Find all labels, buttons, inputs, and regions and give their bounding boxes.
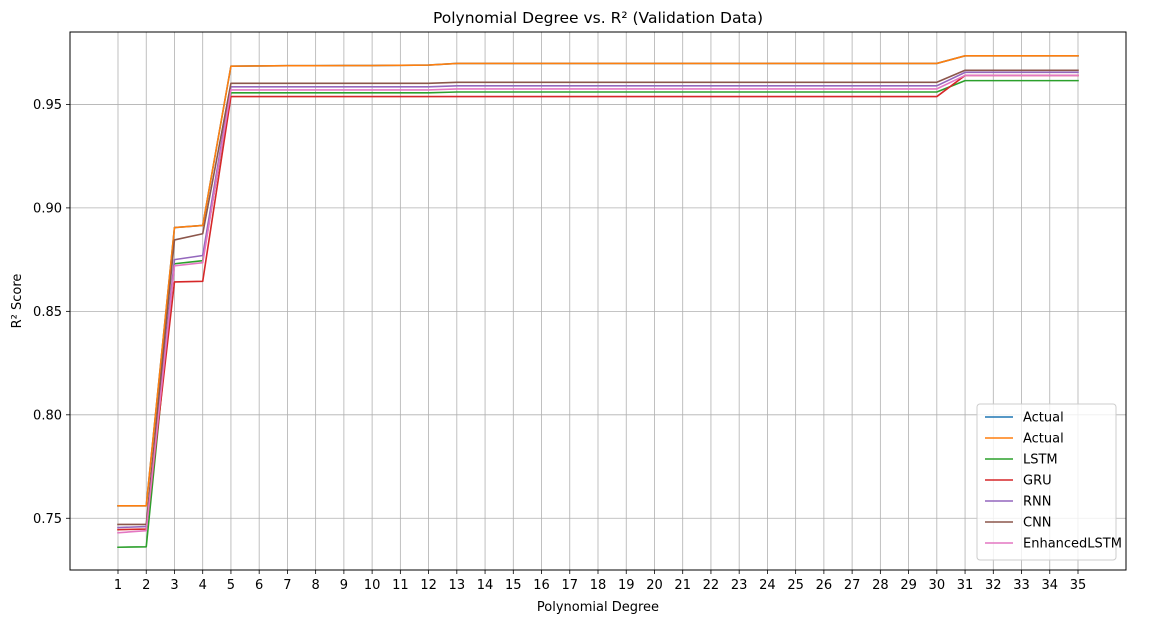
legend-label: GRU — [1023, 474, 1052, 489]
x-tick-label: 20 — [646, 578, 663, 593]
series-lines — [117, 54, 1079, 549]
legend-label: LSTM — [1023, 453, 1058, 468]
x-tick-label: 21 — [674, 578, 691, 593]
x-tick-label: 35 — [1070, 578, 1087, 593]
legend-items: Actual Actual LSTM GRU RNN CNN EnhancedLSTM — [985, 411, 1122, 552]
x-tick-label: 4 — [199, 578, 207, 593]
x-tick-label: 11 — [392, 578, 409, 593]
x-tick-label: 27 — [844, 578, 861, 593]
series-line-cnn-5 — [117, 69, 1079, 526]
y-tick-label: 0.90 — [33, 201, 62, 216]
series-line-actual-1 — [117, 54, 1079, 507]
x-tick-label: 16 — [533, 578, 550, 593]
x-tick-label: 6 — [255, 578, 263, 593]
x-tick-label: 23 — [731, 578, 748, 593]
x-tick-label: 24 — [759, 578, 776, 593]
series-line-gru-3 — [117, 74, 1079, 531]
grid-lines — [70, 32, 1126, 570]
x-tick-label: 7 — [283, 578, 291, 593]
legend-label: RNN — [1023, 495, 1051, 510]
x-tick-label: 10 — [364, 578, 381, 593]
x-axis-ticks: 1 2 3 4 5 6 7 8 9 10 11 12 13 14 15 16 17 18 19 20 21 22 23 24 2… — [114, 570, 1086, 593]
x-tick-label: 17 — [561, 578, 578, 593]
x-tick-label: 18 — [590, 578, 607, 593]
x-tick-label: 15 — [505, 578, 522, 593]
x-tick-label: 32 — [985, 578, 1002, 593]
y-tick-label: 0.75 — [33, 512, 62, 527]
series-line-enhancedlstm-6 — [117, 74, 1079, 534]
y-axis-label: R² Score — [10, 274, 25, 329]
x-axis-label: Polynomial Degree — [537, 600, 659, 615]
legend: Actual Actual LSTM GRU RNN CNN EnhancedLSTM — [976, 403, 1122, 561]
x-tick-label: 33 — [1013, 578, 1030, 593]
x-tick-label: 3 — [170, 578, 178, 593]
legend-label: CNN — [1023, 516, 1052, 531]
x-tick-label: 31 — [957, 578, 974, 593]
legend-label: Actual — [1023, 411, 1064, 426]
x-tick-label: 2 — [142, 578, 150, 593]
x-tick-label: 25 — [787, 578, 804, 593]
x-tick-label: 13 — [449, 578, 466, 593]
legend-label: EnhancedLSTM — [1023, 537, 1122, 552]
x-tick-label: 14 — [477, 578, 494, 593]
x-tick-label: 28 — [872, 578, 889, 593]
x-tick-label: 34 — [1041, 578, 1058, 593]
legend-label: Actual — [1023, 432, 1064, 447]
y-tick-label: 0.85 — [33, 305, 62, 320]
x-tick-label: 29 — [900, 578, 917, 593]
x-tick-label: 26 — [816, 578, 833, 593]
x-tick-label: 1 — [114, 578, 122, 593]
y-axis-ticks: 0.75 0.80 0.85 0.90 0.95 — [33, 98, 70, 527]
series-line-rnn-4 — [117, 71, 1079, 529]
chart-title: Polynomial Degree vs. R² (Validation Dat… — [433, 9, 763, 27]
y-tick-label: 0.95 — [33, 98, 62, 113]
legend-box — [976, 403, 1117, 561]
series-line-lstm-2 — [117, 79, 1079, 549]
x-tick-label: 5 — [227, 578, 235, 593]
x-tick-label: 19 — [618, 578, 635, 593]
x-tick-label: 22 — [703, 578, 720, 593]
x-tick-label: 9 — [340, 578, 348, 593]
x-tick-label: 8 — [312, 578, 320, 593]
x-tick-label: 30 — [929, 578, 946, 593]
x-tick-label: 12 — [420, 578, 437, 593]
y-tick-label: 0.80 — [33, 408, 62, 423]
